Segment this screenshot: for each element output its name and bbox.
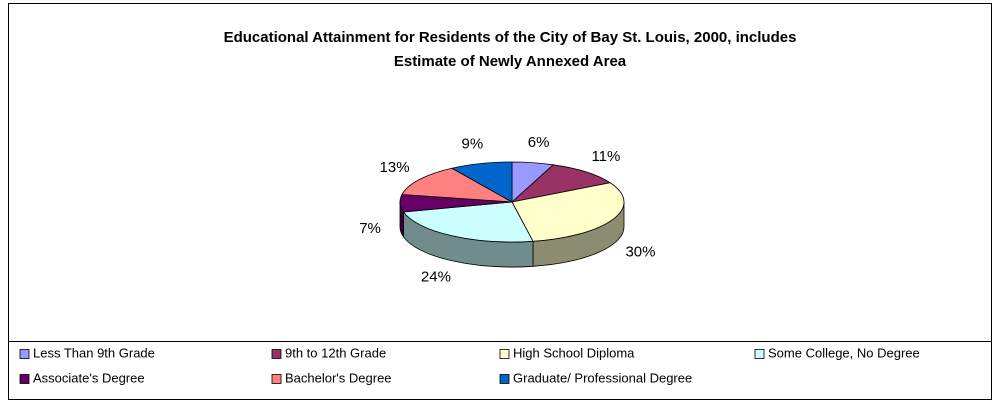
- slice: [510, 164, 612, 203]
- slice: [402, 201, 534, 243]
- legend-label: Graduate/ Professional Degree: [513, 370, 692, 385]
- legend-swatch: [271, 374, 282, 384]
- legend-swatch: [19, 349, 30, 359]
- legend-label: Associate's Degree: [33, 370, 145, 385]
- legend-swatch: [19, 374, 30, 384]
- data-label: 30%: [625, 244, 655, 261]
- legend-swatch: [271, 349, 282, 359]
- data-label: 7%: [359, 220, 381, 237]
- chart-subtitle: Estimate of Newly Annexed Area: [394, 53, 627, 70]
- legend-swatch: [499, 374, 510, 384]
- data-label: 11%: [591, 148, 620, 165]
- slice: [401, 167, 513, 203]
- legend-label: Some College, No Degree: [768, 345, 920, 360]
- data-label: 6%: [528, 134, 550, 151]
- slice: [511, 182, 625, 242]
- legend-label: Bachelor's Degree: [285, 370, 392, 385]
- data-label: 13%: [380, 159, 410, 176]
- chart-title: Educational Attainment for Residents of …: [224, 29, 797, 46]
- legend-swatch: [754, 349, 765, 359]
- legend-label: 9th to 12th Grade: [285, 345, 386, 360]
- legend-label: Less Than 9th Grade: [33, 345, 155, 360]
- legend-swatch: [499, 349, 510, 359]
- data-label: 9%: [462, 135, 484, 152]
- data-label: 24%: [421, 269, 451, 286]
- slice: [450, 161, 513, 203]
- legend-label: High School Diploma: [513, 345, 635, 360]
